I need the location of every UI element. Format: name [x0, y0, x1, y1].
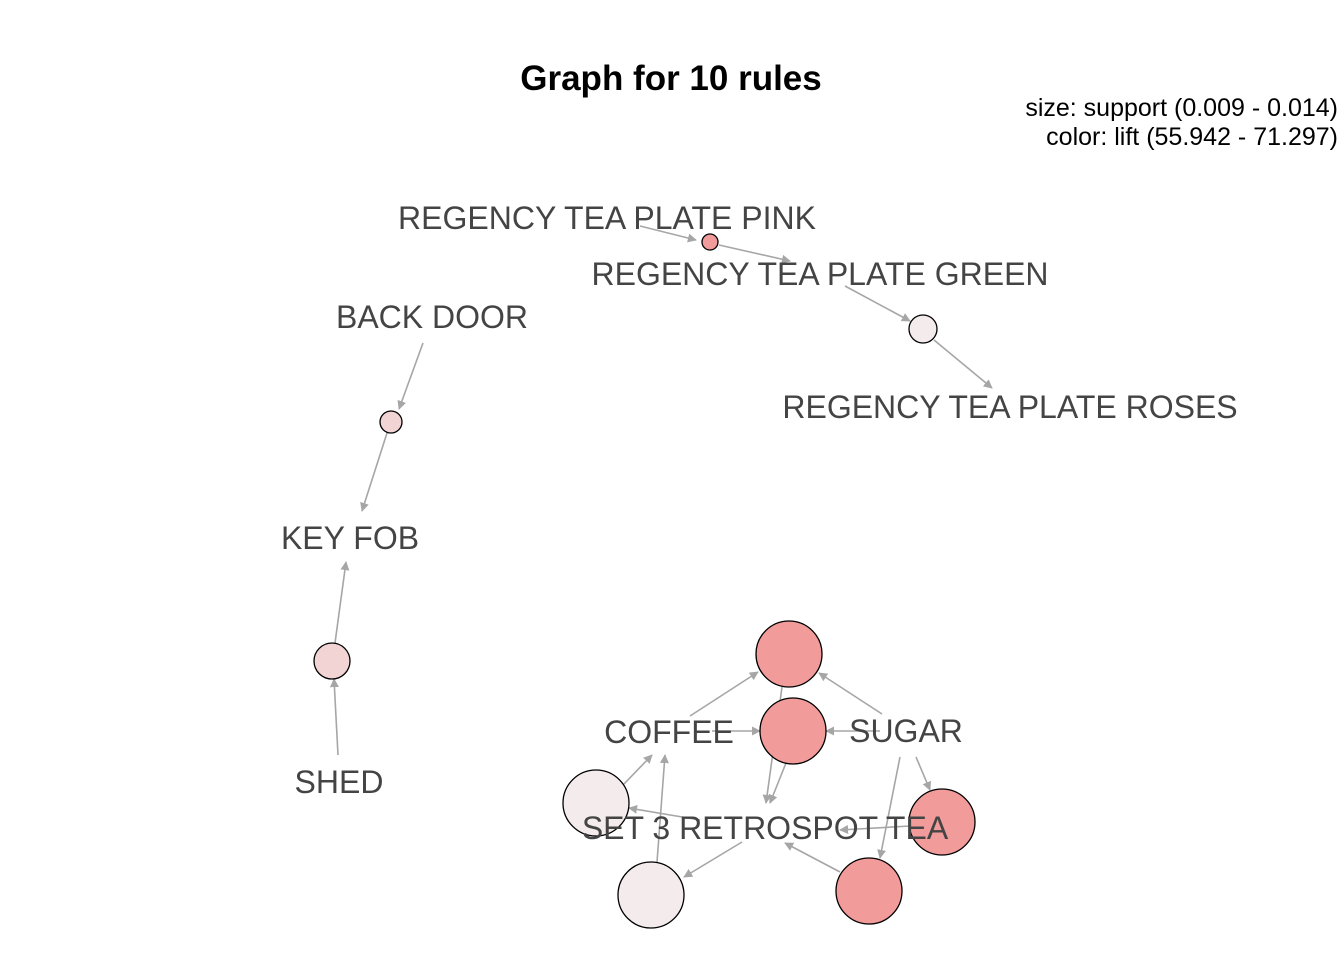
edge-coffee-to-r5 — [689, 671, 759, 717]
rule-node-r9 — [835, 857, 903, 925]
item-labels: REGENCY TEA PLATE PINK REGENCY TEA PLATE … — [281, 200, 1238, 846]
legend-color: color: lift (55.942 - 71.297) — [1046, 123, 1338, 151]
rule-nodes — [313, 233, 976, 929]
edge-sugar-to-r9 — [877, 756, 901, 859]
edge-r8-to-coffee — [622, 754, 653, 786]
item-label-set3: SET 3 RETROSPOT TEA — [582, 810, 949, 846]
edge-r4-to-keyfob — [334, 561, 350, 644]
item-label-keyfob: KEY FOB — [281, 520, 419, 556]
item-label-green: REGENCY TEA PLATE GREEN — [591, 256, 1048, 292]
rule-node-r5 — [755, 620, 823, 688]
edge-r10-to-coffee — [656, 754, 669, 863]
edge-backdoor-to-r3 — [397, 342, 424, 410]
item-label-sugar: SUGAR — [849, 713, 963, 749]
edge-shed-to-r4 — [329, 678, 339, 756]
edge-pink-to-r1 — [639, 225, 697, 243]
item-label-roses: REGENCY TEA PLATE ROSES — [782, 389, 1237, 425]
edge-r3-to-keyfob — [360, 432, 388, 512]
item-label-backdoor: BACK DOOR — [336, 299, 528, 335]
rule-node-r1 — [701, 233, 719, 251]
edge-set3-to-r10 — [683, 841, 743, 878]
item-label-pink: REGENCY TEA PLATE PINK — [398, 200, 816, 236]
edge-r2-to-roses — [933, 339, 993, 389]
rule-node-r10 — [617, 861, 685, 929]
edge-green-to-r2 — [844, 285, 911, 322]
edge-r1-to-green — [718, 244, 791, 264]
edge-set3-to-r8 — [628, 804, 701, 821]
rule-node-r6 — [759, 697, 827, 765]
rule-node-r7 — [908, 788, 976, 856]
rule-node-r8 — [562, 769, 630, 837]
graph-title: Graph for 10 rules — [520, 59, 821, 98]
item-label-coffee: COFFEE — [604, 714, 734, 750]
rule-node-r4 — [313, 642, 351, 680]
rule-node-r3 — [379, 410, 403, 434]
edge-sugar-to-r5 — [818, 672, 883, 715]
legend-size: size: support (0.009 - 0.014) — [1025, 94, 1338, 122]
edge-r9-to-set3 — [784, 842, 841, 873]
edges — [329, 225, 993, 878]
edge-r6-to-set3 — [768, 762, 787, 804]
item-label-shed: SHED — [295, 764, 384, 800]
rule-node-r2 — [908, 314, 938, 344]
edge-r7-to-set3 — [839, 825, 911, 835]
edge-sugar-to-r7 — [915, 756, 931, 791]
